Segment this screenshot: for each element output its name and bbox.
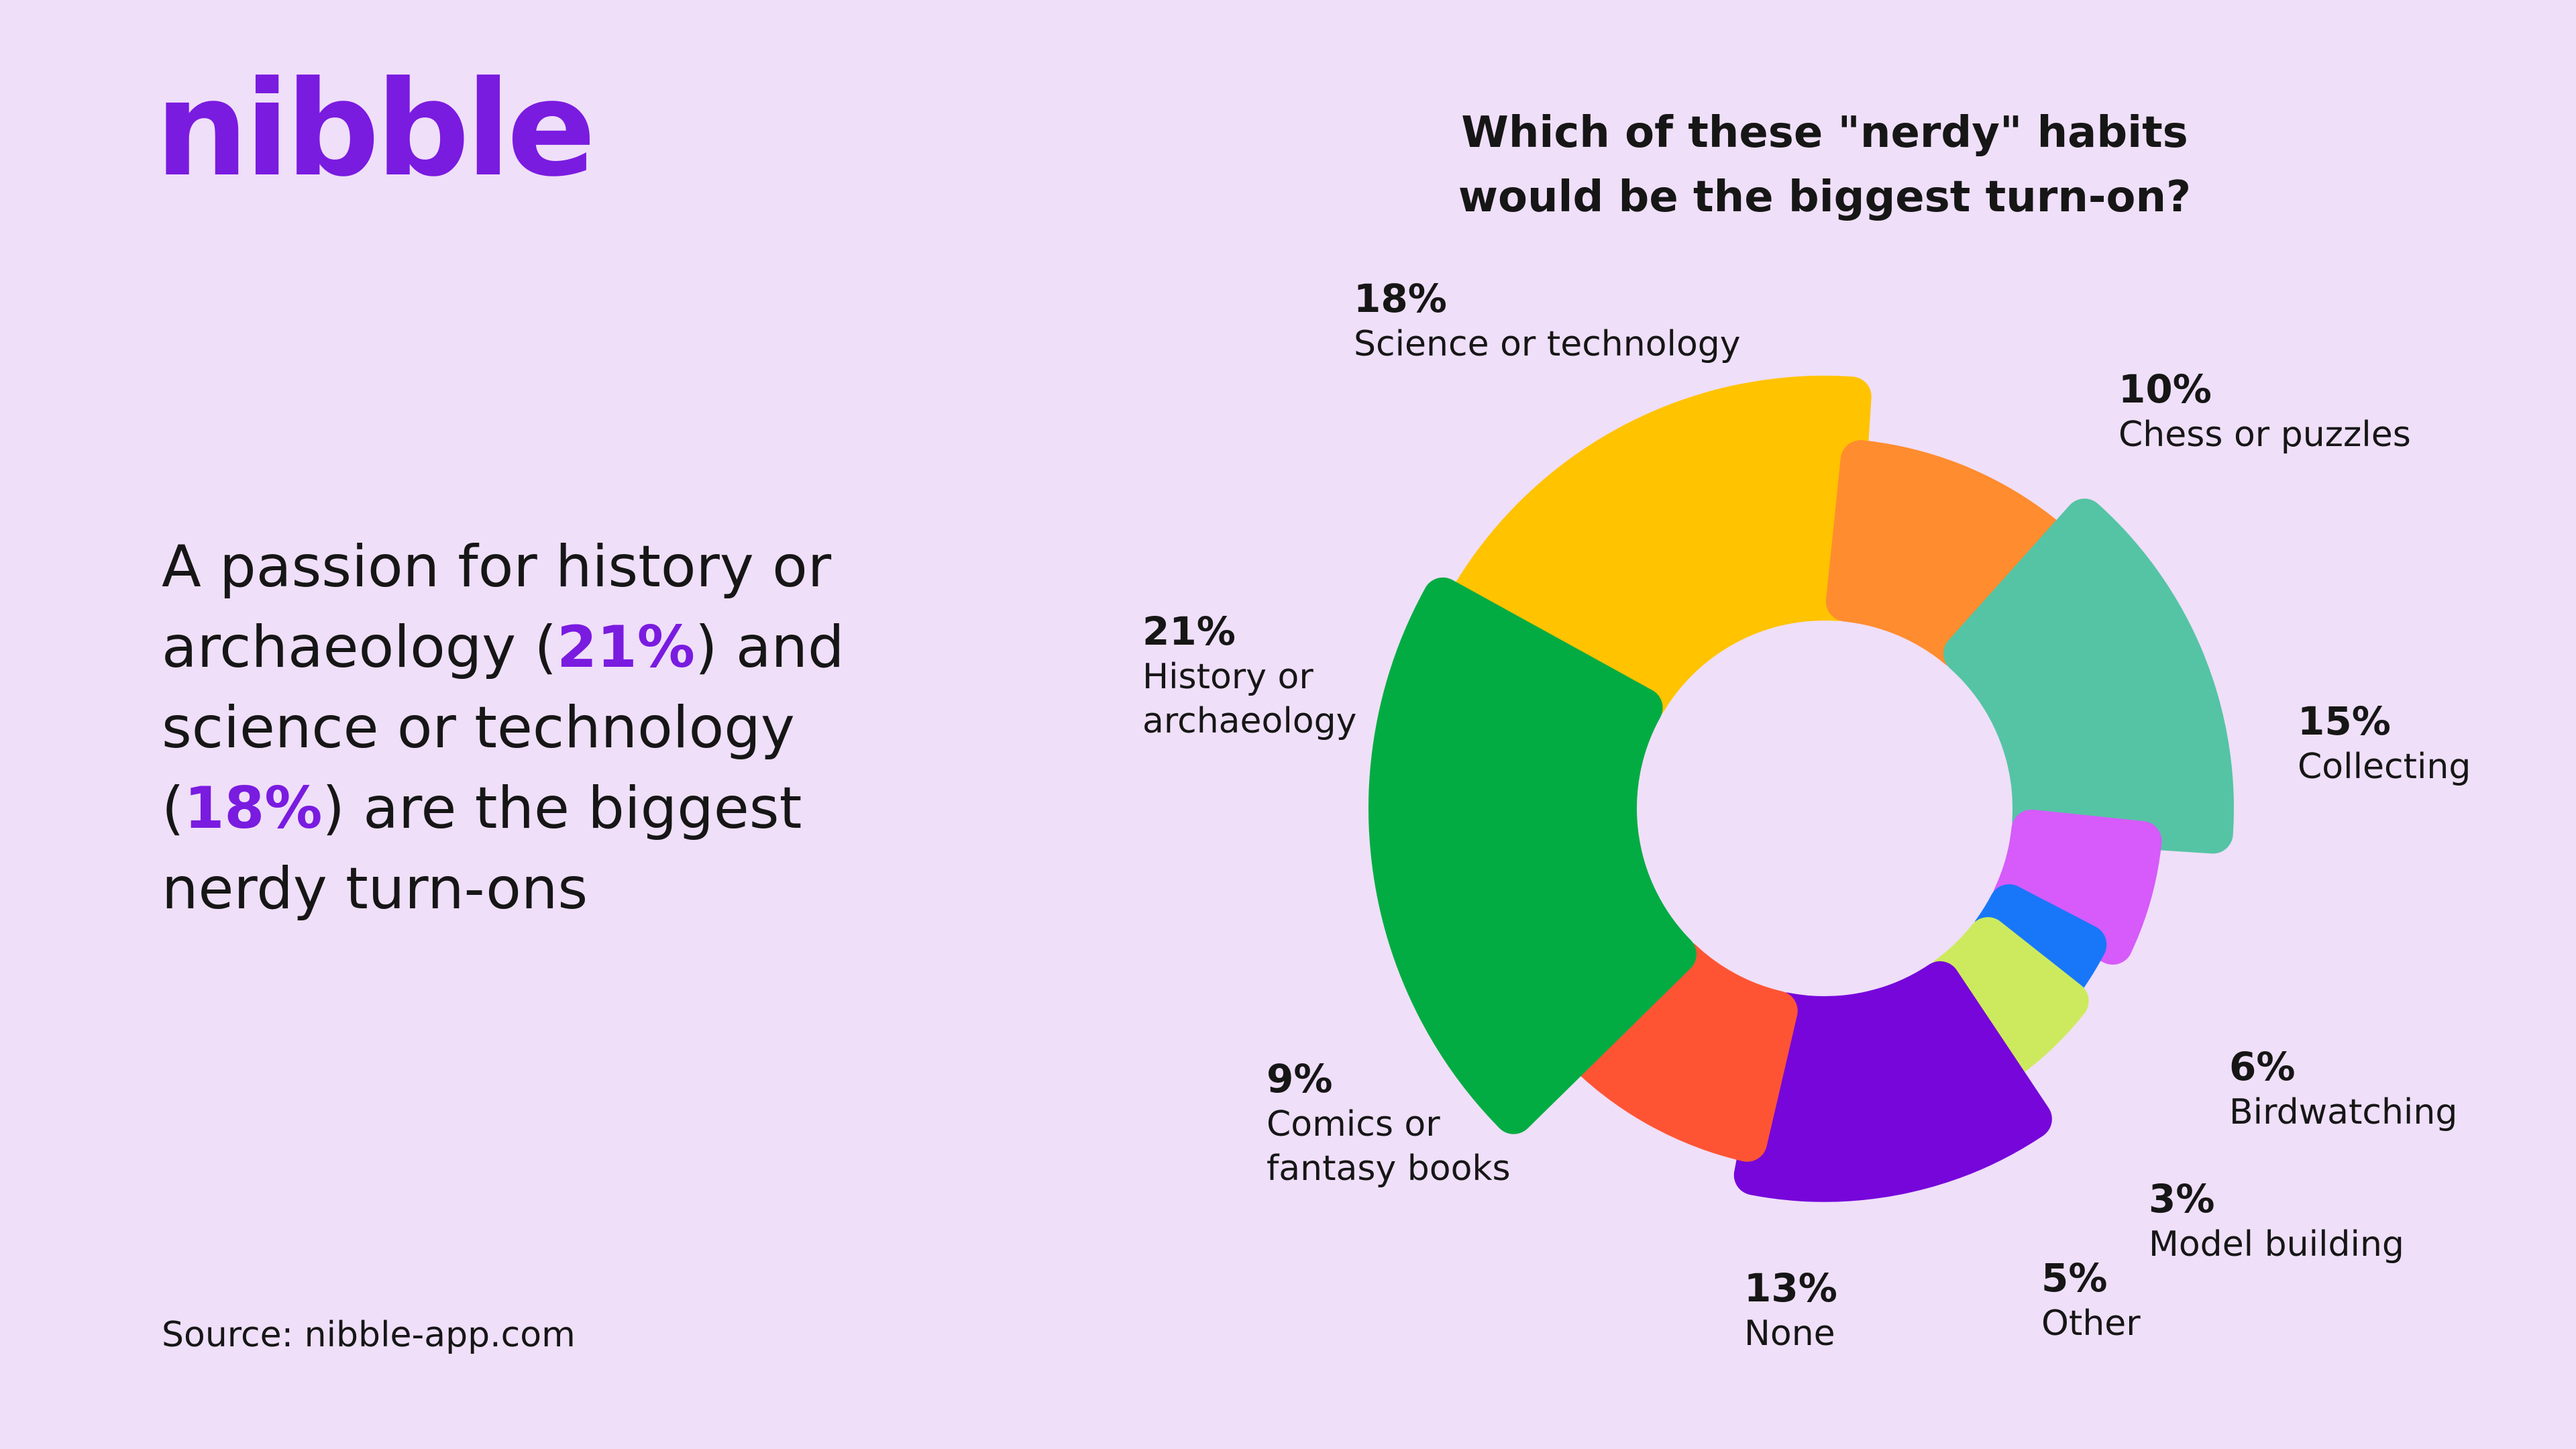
slice-value-label: 21% <box>1142 608 1236 654</box>
slice-category-label: Birdwatching <box>2229 1092 2458 1132</box>
slice-value-label: 9% <box>1267 1056 1333 1102</box>
nibble-logo: nibble <box>155 53 596 206</box>
slice-label: 18% Science or technology <box>1354 275 1741 366</box>
headline-part-2: ) and science or technology ( <box>162 614 845 842</box>
slice-category-label: Other <box>2041 1303 2141 1344</box>
chart-title: Which of these "nerdy" habits would be t… <box>1342 101 2308 229</box>
slice-value-label: 10% <box>2118 366 2212 412</box>
slice-category-label: Collecting <box>2298 747 2471 787</box>
slice-label: 6% Birdwatching <box>2229 1043 2457 1134</box>
slice-none <box>1733 961 2052 1202</box>
slice-comics-or-fantasy-books <box>1570 939 1798 1162</box>
slice-value-label: 13% <box>1744 1265 1837 1311</box>
slice-science-or-technology <box>1451 376 1872 721</box>
slice-history-or-archaeology <box>1368 577 1697 1134</box>
slice-label: 5% Other <box>2041 1254 2141 1346</box>
slice-value-label: 18% <box>1354 276 1447 321</box>
slice-collecting <box>1943 498 2234 854</box>
slice-birdwatching <box>1992 809 2162 965</box>
slice-label: 3% Model building <box>2149 1175 2404 1267</box>
headline-highlight-history: 21% <box>557 614 695 681</box>
headline-text: A passion for history or archaeology (21… <box>162 527 953 929</box>
chart-title-line-2: would be the biggest turn-on? <box>1458 172 2192 222</box>
slice-value-label: 6% <box>2229 1044 2296 1089</box>
headline-part-3: ) are the biggest nerdy turn-ons <box>162 775 802 922</box>
slice-chess-or-puzzles <box>1825 440 2069 669</box>
slice-label: 9% Comics or fantasy books <box>1267 1055 1511 1191</box>
slice-other <box>1926 917 2089 1081</box>
slice-label: 10% Chess or puzzles <box>2118 366 2411 457</box>
headline-highlight-science: 18% <box>184 775 323 842</box>
headline-part-1: A passion for history or archaeology ( <box>162 533 832 681</box>
slice-value-label: 5% <box>2041 1255 2108 1301</box>
slice-category-label: History or archaeology <box>1142 657 1357 741</box>
slice-label: 21% History or archaeology <box>1142 608 1356 743</box>
slice-label: 13% None <box>1744 1265 1837 1356</box>
slice-value-label: 15% <box>2298 698 2391 744</box>
slice-category-label: Chess or puzzles <box>2118 415 2411 455</box>
slice-model-building <box>1972 884 2107 1003</box>
slice-label: 15% Collecting <box>2298 698 2471 789</box>
source-note: Source: nibble-app.com <box>162 1315 576 1355</box>
chart-title-line-1: Which of these "nerdy" habits <box>1461 108 2188 158</box>
slice-category-label: Science or technology <box>1354 324 1741 364</box>
slice-category-label: None <box>1744 1313 1835 1354</box>
slice-category-label: Comics or fantasy books <box>1267 1104 1511 1189</box>
slice-category-label: Model building <box>2149 1224 2404 1265</box>
donut-slices <box>1368 376 2234 1202</box>
slice-value-label: 3% <box>2149 1176 2215 1222</box>
